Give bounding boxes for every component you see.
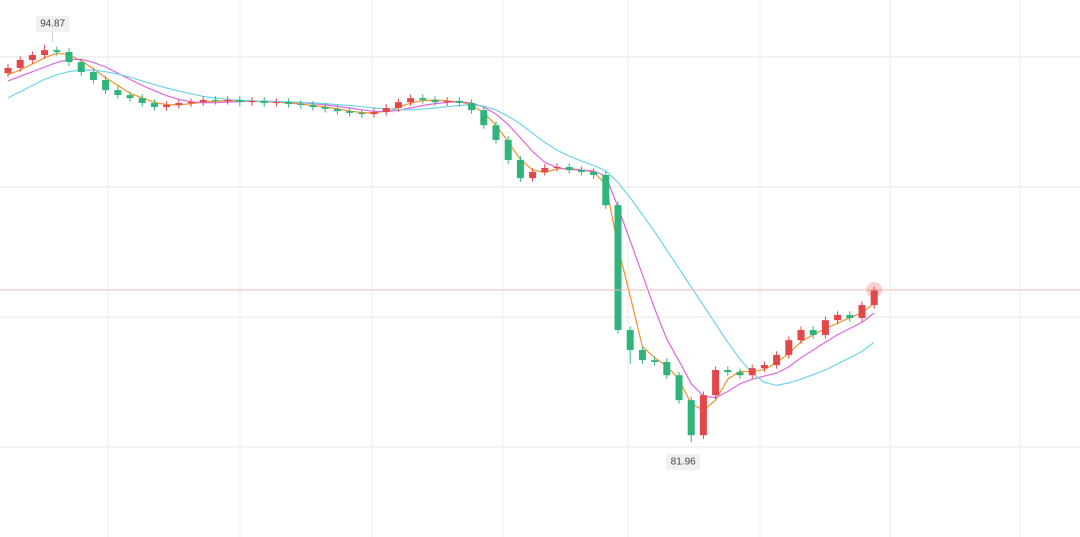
ma-line — [7, 52, 875, 412]
candle-body — [16, 59, 24, 68]
ma-line — [7, 58, 875, 399]
candle-body — [382, 107, 390, 112]
candle-body — [163, 104, 171, 108]
candle-body — [785, 340, 793, 355]
candle-body — [797, 330, 805, 341]
candle-body — [553, 167, 561, 169]
candle-body — [577, 170, 585, 172]
candle-body — [455, 100, 463, 104]
candle-body — [529, 171, 537, 179]
annotation-box — [666, 453, 701, 470]
candle-body — [748, 368, 756, 376]
candle-body — [431, 99, 439, 103]
candle-body — [150, 103, 158, 108]
candle-body — [224, 99, 232, 101]
candle-body — [114, 90, 122, 96]
candle-body — [651, 360, 659, 362]
candle-body — [699, 395, 707, 436]
candle-body — [199, 99, 207, 103]
annotation-label: 94.87 — [40, 19, 65, 30]
candle-body — [187, 102, 195, 104]
candle-body — [724, 369, 732, 373]
candle-body — [468, 103, 476, 111]
candle-body — [89, 71, 97, 80]
candle-body — [602, 175, 610, 206]
candle-body — [297, 103, 305, 105]
candle-body — [760, 365, 768, 369]
vertical-grid — [107, 0, 1021, 537]
candle-body — [565, 167, 573, 171]
annotation-label: 81.96 — [671, 457, 696, 468]
candle-body — [736, 372, 744, 376]
candle-body — [663, 361, 671, 376]
annotation-box — [35, 15, 70, 32]
candle-body — [346, 111, 354, 113]
candle-body — [285, 102, 293, 104]
candle-body — [53, 50, 61, 52]
candle-body — [638, 350, 646, 361]
candle-body — [834, 314, 842, 321]
candle-body — [614, 205, 622, 331]
ma-line — [7, 69, 875, 387]
candle-body — [504, 139, 512, 160]
candle-body — [77, 62, 85, 72]
candle-body — [626, 330, 634, 351]
candle-body — [516, 159, 524, 179]
candle-body — [65, 51, 73, 63]
candle-body — [333, 108, 341, 112]
candle-body — [846, 314, 854, 319]
candle-body — [370, 111, 378, 115]
candle-body — [358, 112, 366, 115]
candle-body — [4, 67, 12, 74]
candle-body — [687, 400, 695, 436]
last-price-glow — [866, 282, 883, 299]
candle-body — [236, 99, 244, 103]
candle-body — [858, 305, 866, 319]
candle-body — [126, 95, 134, 99]
candle-body — [175, 103, 183, 105]
candle-body — [394, 102, 402, 108]
candle-body — [419, 98, 427, 100]
candle-body — [443, 100, 451, 103]
candle-body — [321, 107, 329, 109]
candle-body — [590, 171, 598, 176]
candle-body — [28, 55, 36, 60]
candle-body — [675, 375, 683, 401]
candle-body — [407, 98, 415, 103]
candle-body — [272, 102, 280, 104]
candle-body — [260, 100, 268, 104]
candle-body — [870, 290, 878, 306]
candle-body — [809, 330, 817, 335]
candle-body — [102, 79, 110, 91]
candle-body — [248, 100, 256, 103]
candle-body — [712, 369, 720, 396]
candle-body — [309, 104, 317, 108]
candle-body — [541, 167, 549, 172]
candle-body — [821, 320, 829, 335]
candle-body — [492, 125, 500, 140]
candle-body — [211, 99, 219, 101]
candle-body — [41, 50, 49, 56]
candle-body — [773, 354, 781, 366]
candle-body — [138, 98, 146, 104]
candle-body — [480, 110, 488, 126]
